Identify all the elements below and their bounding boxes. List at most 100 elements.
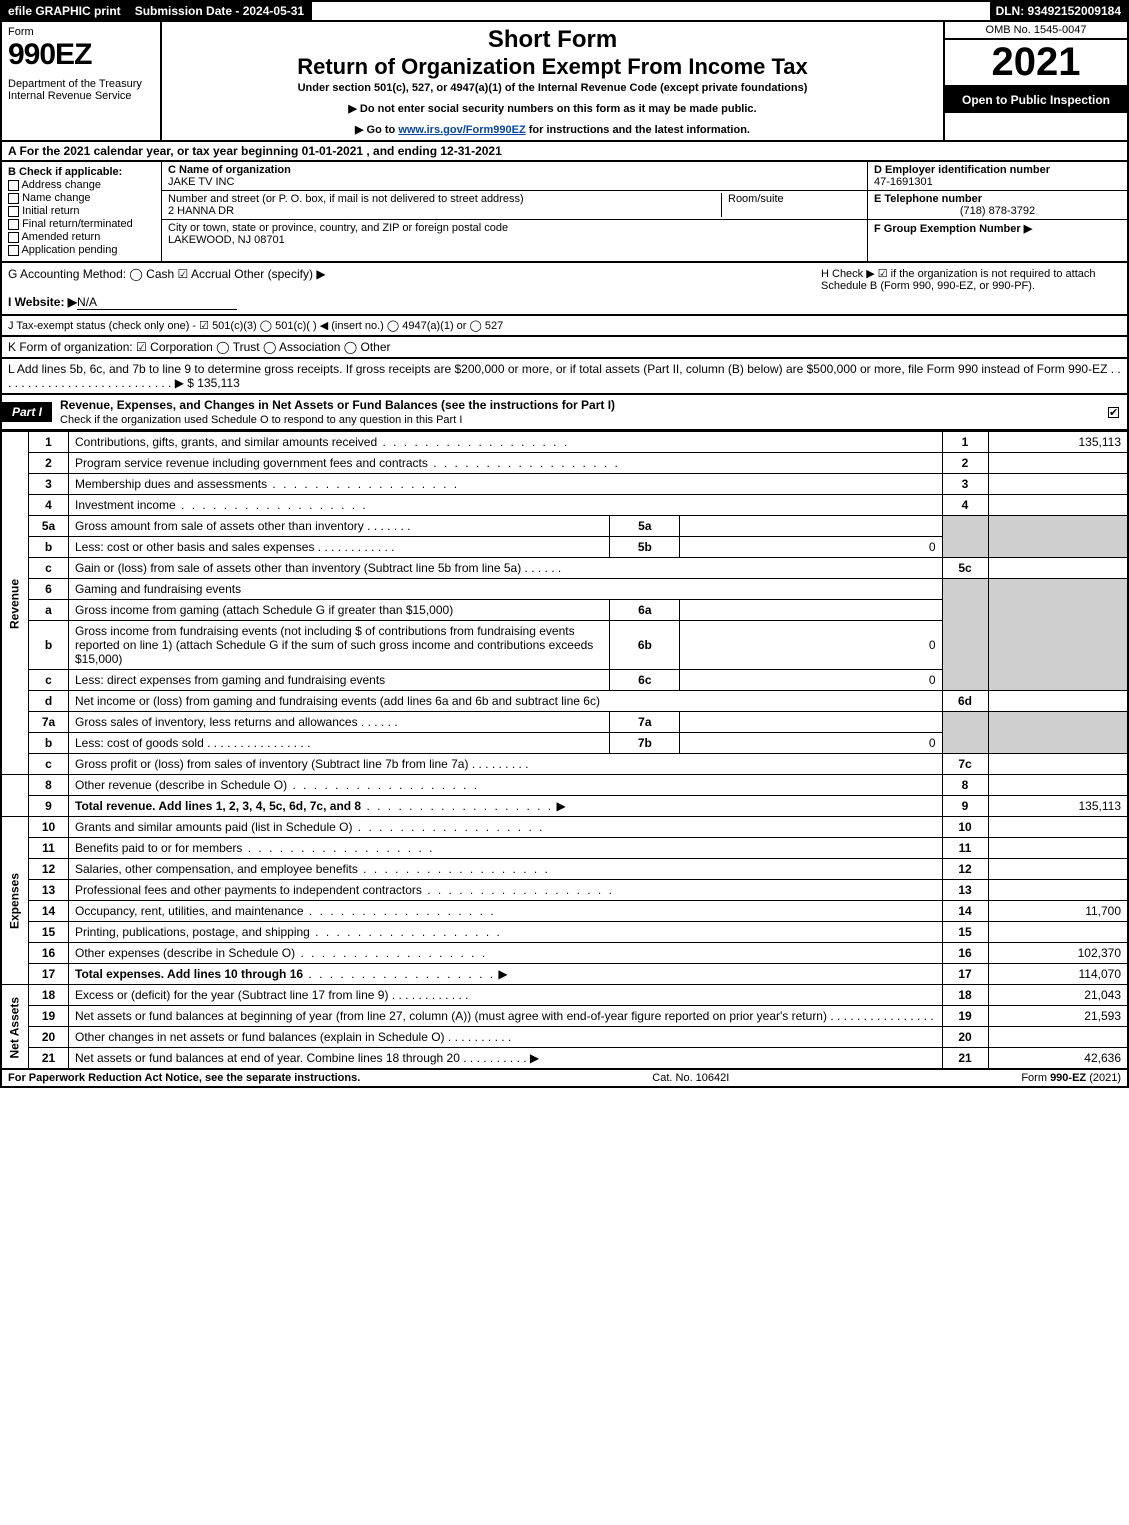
c-street-row: Number and street (or P. O. box, if mail…	[162, 191, 867, 220]
dln-label: DLN: 93492152009184	[990, 2, 1127, 20]
l1-ln: 1	[942, 432, 988, 453]
l15-text: Printing, publications, postage, and shi…	[69, 922, 943, 943]
group-exemption-label: F Group Exemption Number ▶	[874, 223, 1032, 235]
block-b-c-d-e-f: B Check if applicable: Address change Na…	[0, 162, 1129, 263]
l10-text: Grants and similar amounts paid (list in…	[69, 817, 943, 838]
header-right: OMB No. 1545-0047 2021 Open to Public In…	[943, 22, 1127, 140]
part-1-sub: Check if the organization used Schedule …	[60, 414, 462, 426]
l6a-row: Gross income from gaming (attach Schedul…	[69, 600, 943, 621]
row-a-text: A For the 2021 calendar year, or tax yea…	[8, 144, 502, 158]
l2-text: Program service revenue including govern…	[69, 453, 943, 474]
footer-left: For Paperwork Reduction Act Notice, see …	[8, 1072, 360, 1084]
c-city-row: City or town, state or province, country…	[162, 220, 867, 248]
footer-mid: Cat. No. 10642I	[360, 1072, 1021, 1084]
form-number: 990EZ	[8, 38, 154, 72]
l6-text: Gaming and fundraising events	[69, 579, 943, 600]
l5a-row: Gross amount from sale of assets other t…	[69, 516, 943, 537]
irs-link[interactable]: www.irs.gov/Form990EZ	[398, 124, 525, 136]
l17-text: Total expenses. Add lines 10 through 16 …	[69, 964, 943, 985]
block-j: J Tax-exempt status (check only one) - ☑…	[0, 316, 1129, 337]
col-c: C Name of organizationJAKE TV INC Number…	[162, 162, 867, 261]
l14-text: Occupancy, rent, utilities, and maintena…	[69, 901, 943, 922]
header-block: Form 990EZ Department of the Treasury In…	[0, 22, 1129, 142]
l7a-row: Gross sales of inventory, less returns a…	[69, 712, 943, 733]
revenue-side-label: Revenue	[1, 432, 29, 775]
block-k: K Form of organization: ☑ Corporation ◯ …	[0, 337, 1129, 359]
l6b-row: Gross income from fundraising events (no…	[69, 621, 943, 670]
l5c-text: Gain or (loss) from sale of assets other…	[69, 558, 943, 579]
return-title: Return of Organization Exempt From Incom…	[170, 54, 935, 80]
l19-text: Net assets or fund balances at beginning…	[69, 1006, 943, 1027]
form-word: Form	[8, 26, 154, 38]
c-name-label: C Name of organization	[168, 164, 291, 176]
header-mid: Short Form Return of Organization Exempt…	[162, 22, 943, 140]
website-label: I Website: ▶	[8, 295, 77, 309]
e-row: E Telephone number(718) 878-3792	[868, 191, 1127, 220]
chk-name-change[interactable]: Name change	[8, 192, 155, 204]
expenses-side-label: Expenses	[1, 817, 29, 985]
chk-application-pending[interactable]: Application pending	[8, 244, 155, 256]
b-label: B Check if applicable:	[8, 166, 155, 178]
l11-text: Benefits paid to or for members	[69, 838, 943, 859]
netassets-side-label: Net Assets	[1, 985, 29, 1070]
l6c-row: Less: direct expenses from gaming and fu…	[69, 670, 943, 691]
part-1-check[interactable]	[1108, 405, 1127, 419]
l7c-text: Gross profit or (loss) from sales of inv…	[69, 754, 943, 775]
header-left: Form 990EZ Department of the Treasury In…	[2, 22, 162, 140]
block-g-h-i: G Accounting Method: ◯ Cash ☑ Accrual Ot…	[0, 263, 1129, 316]
l7b-row: Less: cost of goods sold . . . . . . . .…	[69, 733, 943, 754]
chk-final-return[interactable]: Final return/terminated	[8, 218, 155, 230]
street-value: 2 HANNA DR	[168, 205, 234, 217]
i-website: I Website: ▶N/A	[8, 295, 1121, 310]
chk-initial-return[interactable]: Initial return	[8, 205, 155, 217]
l12-text: Salaries, other compensation, and employ…	[69, 859, 943, 880]
footer: For Paperwork Reduction Act Notice, see …	[0, 1070, 1129, 1088]
l1-amt: 135,113	[988, 432, 1128, 453]
row-a: A For the 2021 calendar year, or tax yea…	[0, 142, 1129, 162]
l16-text: Other expenses (describe in Schedule O)	[69, 943, 943, 964]
street-label: Number and street (or P. O. box, if mail…	[168, 193, 524, 205]
l9-text: Total revenue. Add lines 1, 2, 3, 4, 5c,…	[69, 796, 943, 817]
chk-address-change[interactable]: Address change	[8, 179, 155, 191]
org-name: JAKE TV INC	[168, 176, 234, 188]
l4-text: Investment income	[69, 495, 943, 516]
l3-text: Membership dues and assessments	[69, 474, 943, 495]
footer-right: Form 990-EZ (2021)	[1021, 1072, 1121, 1084]
part-1-title: Revenue, Expenses, and Changes in Net As…	[52, 395, 1108, 429]
phone-label: E Telephone number	[874, 193, 982, 205]
note-ssn: ▶ Do not enter social security numbers o…	[170, 102, 935, 115]
l13-text: Professional fees and other payments to …	[69, 880, 943, 901]
tax-year: 2021	[945, 40, 1127, 85]
efile-label: efile GRAPHIC print	[2, 2, 129, 20]
part-1-bar: Part I Revenue, Expenses, and Changes in…	[0, 395, 1129, 431]
l8-text: Other revenue (describe in Schedule O)	[69, 775, 943, 796]
part-1-tag: Part I	[2, 402, 52, 422]
open-to-public: Open to Public Inspection	[945, 85, 1127, 113]
note-link: ▶ Go to www.irs.gov/Form990EZ for instru…	[170, 123, 935, 136]
dept-label: Department of the Treasury Internal Reve…	[8, 78, 154, 102]
omb-number: OMB No. 1545-0047	[945, 22, 1127, 40]
h-check: H Check ▶ ☑ if the organization is not r…	[821, 267, 1121, 292]
city-label: City or town, state or province, country…	[168, 222, 508, 234]
part-1-title-text: Revenue, Expenses, and Changes in Net As…	[60, 398, 615, 412]
website-value: N/A	[77, 295, 237, 310]
l1-text: Contributions, gifts, grants, and simila…	[69, 432, 943, 453]
block-l: L Add lines 5b, 6c, and 7b to line 9 to …	[0, 359, 1129, 395]
ein-value: 47-1691301	[874, 176, 933, 188]
top-bar: efile GRAPHIC print Submission Date - 20…	[0, 0, 1129, 22]
phone-value: (718) 878-3792	[874, 205, 1121, 217]
submission-date: Submission Date - 2024-05-31	[129, 2, 312, 20]
l1-num: 1	[29, 432, 69, 453]
room-suite-label: Room/suite	[721, 193, 861, 217]
subtitle: Under section 501(c), 527, or 4947(a)(1)…	[170, 82, 935, 94]
d-row: D Employer identification number47-16913…	[868, 162, 1127, 191]
l21-text: Net assets or fund balances at end of ye…	[69, 1048, 943, 1070]
col-d-e-f: D Employer identification number47-16913…	[867, 162, 1127, 261]
l18-text: Excess or (deficit) for the year (Subtra…	[69, 985, 943, 1006]
short-form-title: Short Form	[170, 26, 935, 54]
chk-amended-return[interactable]: Amended return	[8, 231, 155, 243]
f-row: F Group Exemption Number ▶	[868, 220, 1127, 237]
l6d-text: Net income or (loss) from gaming and fun…	[69, 691, 943, 712]
c-name-row: C Name of organizationJAKE TV INC	[162, 162, 867, 191]
city-value: LAKEWOOD, NJ 08701	[168, 234, 285, 246]
